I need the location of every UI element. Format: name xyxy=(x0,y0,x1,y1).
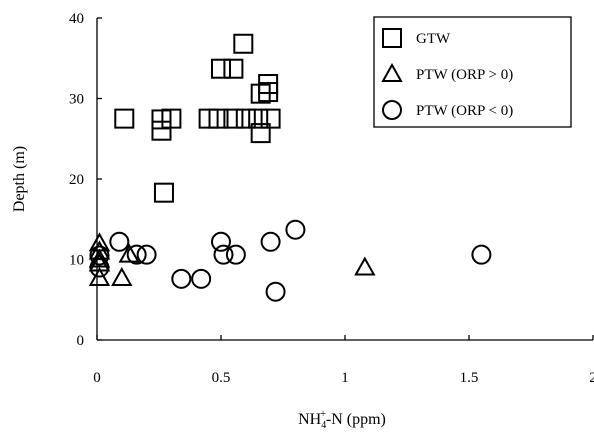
circle-point xyxy=(225,244,246,265)
triangle-point xyxy=(88,266,111,287)
x-tick-label: 1 xyxy=(341,370,349,386)
legend-triangle-marker xyxy=(381,62,403,82)
y-tick-label: 10 xyxy=(69,253,84,269)
square-point xyxy=(248,108,269,129)
legend-label: PTW (ORP > 0) xyxy=(416,67,513,83)
square-point xyxy=(114,108,135,129)
square-point xyxy=(208,108,229,129)
circle-point xyxy=(126,244,147,265)
x-tick-label: 1.5 xyxy=(460,370,479,386)
circle-point xyxy=(471,244,492,265)
legend-box xyxy=(373,16,572,128)
square-point xyxy=(250,123,271,144)
square-point xyxy=(153,182,174,203)
circle-point xyxy=(171,268,192,289)
square-point xyxy=(235,108,256,129)
square-point xyxy=(223,58,244,79)
square-point xyxy=(233,33,254,54)
x-tick-label: 0 xyxy=(93,370,101,386)
y-tick-label: 20 xyxy=(69,172,84,188)
circle-point xyxy=(260,231,281,252)
circle-point xyxy=(265,281,286,302)
data-points xyxy=(88,33,492,302)
legend: GTW PTW (ORP > 0) PTW (ORP < 0) xyxy=(373,16,572,128)
triangle-point xyxy=(354,256,376,276)
y-axis-title: Depth (m) xyxy=(11,146,28,212)
triangle-point xyxy=(118,243,140,263)
circle-point xyxy=(89,245,110,266)
y-tick-label: 40 xyxy=(69,11,84,27)
circle-point xyxy=(213,244,234,265)
legend-label: GTW xyxy=(416,31,451,47)
y-tick-label: 30 xyxy=(69,92,84,108)
triangle-point xyxy=(88,248,111,268)
circle-point xyxy=(191,268,212,289)
y-tick-label: 0 xyxy=(77,333,85,349)
legend-label: PTW (ORP < 0) xyxy=(416,103,513,119)
square-point xyxy=(258,74,279,95)
circle-point xyxy=(109,231,130,252)
triangle-point xyxy=(111,266,133,287)
square-point xyxy=(223,108,244,129)
x-tick-label: 2 xyxy=(589,370,594,386)
circle-point xyxy=(285,219,306,240)
legend-square-marker xyxy=(382,28,402,48)
circle-point xyxy=(136,244,157,265)
square-point xyxy=(211,58,231,79)
circle-point xyxy=(89,257,110,278)
circle-point xyxy=(211,231,231,252)
x-axis-title: NH4+-N (ppm) xyxy=(298,409,386,431)
x-tick-label: 0.5 xyxy=(212,370,231,386)
square-point xyxy=(161,108,182,129)
legend-circle-marker xyxy=(382,100,402,120)
